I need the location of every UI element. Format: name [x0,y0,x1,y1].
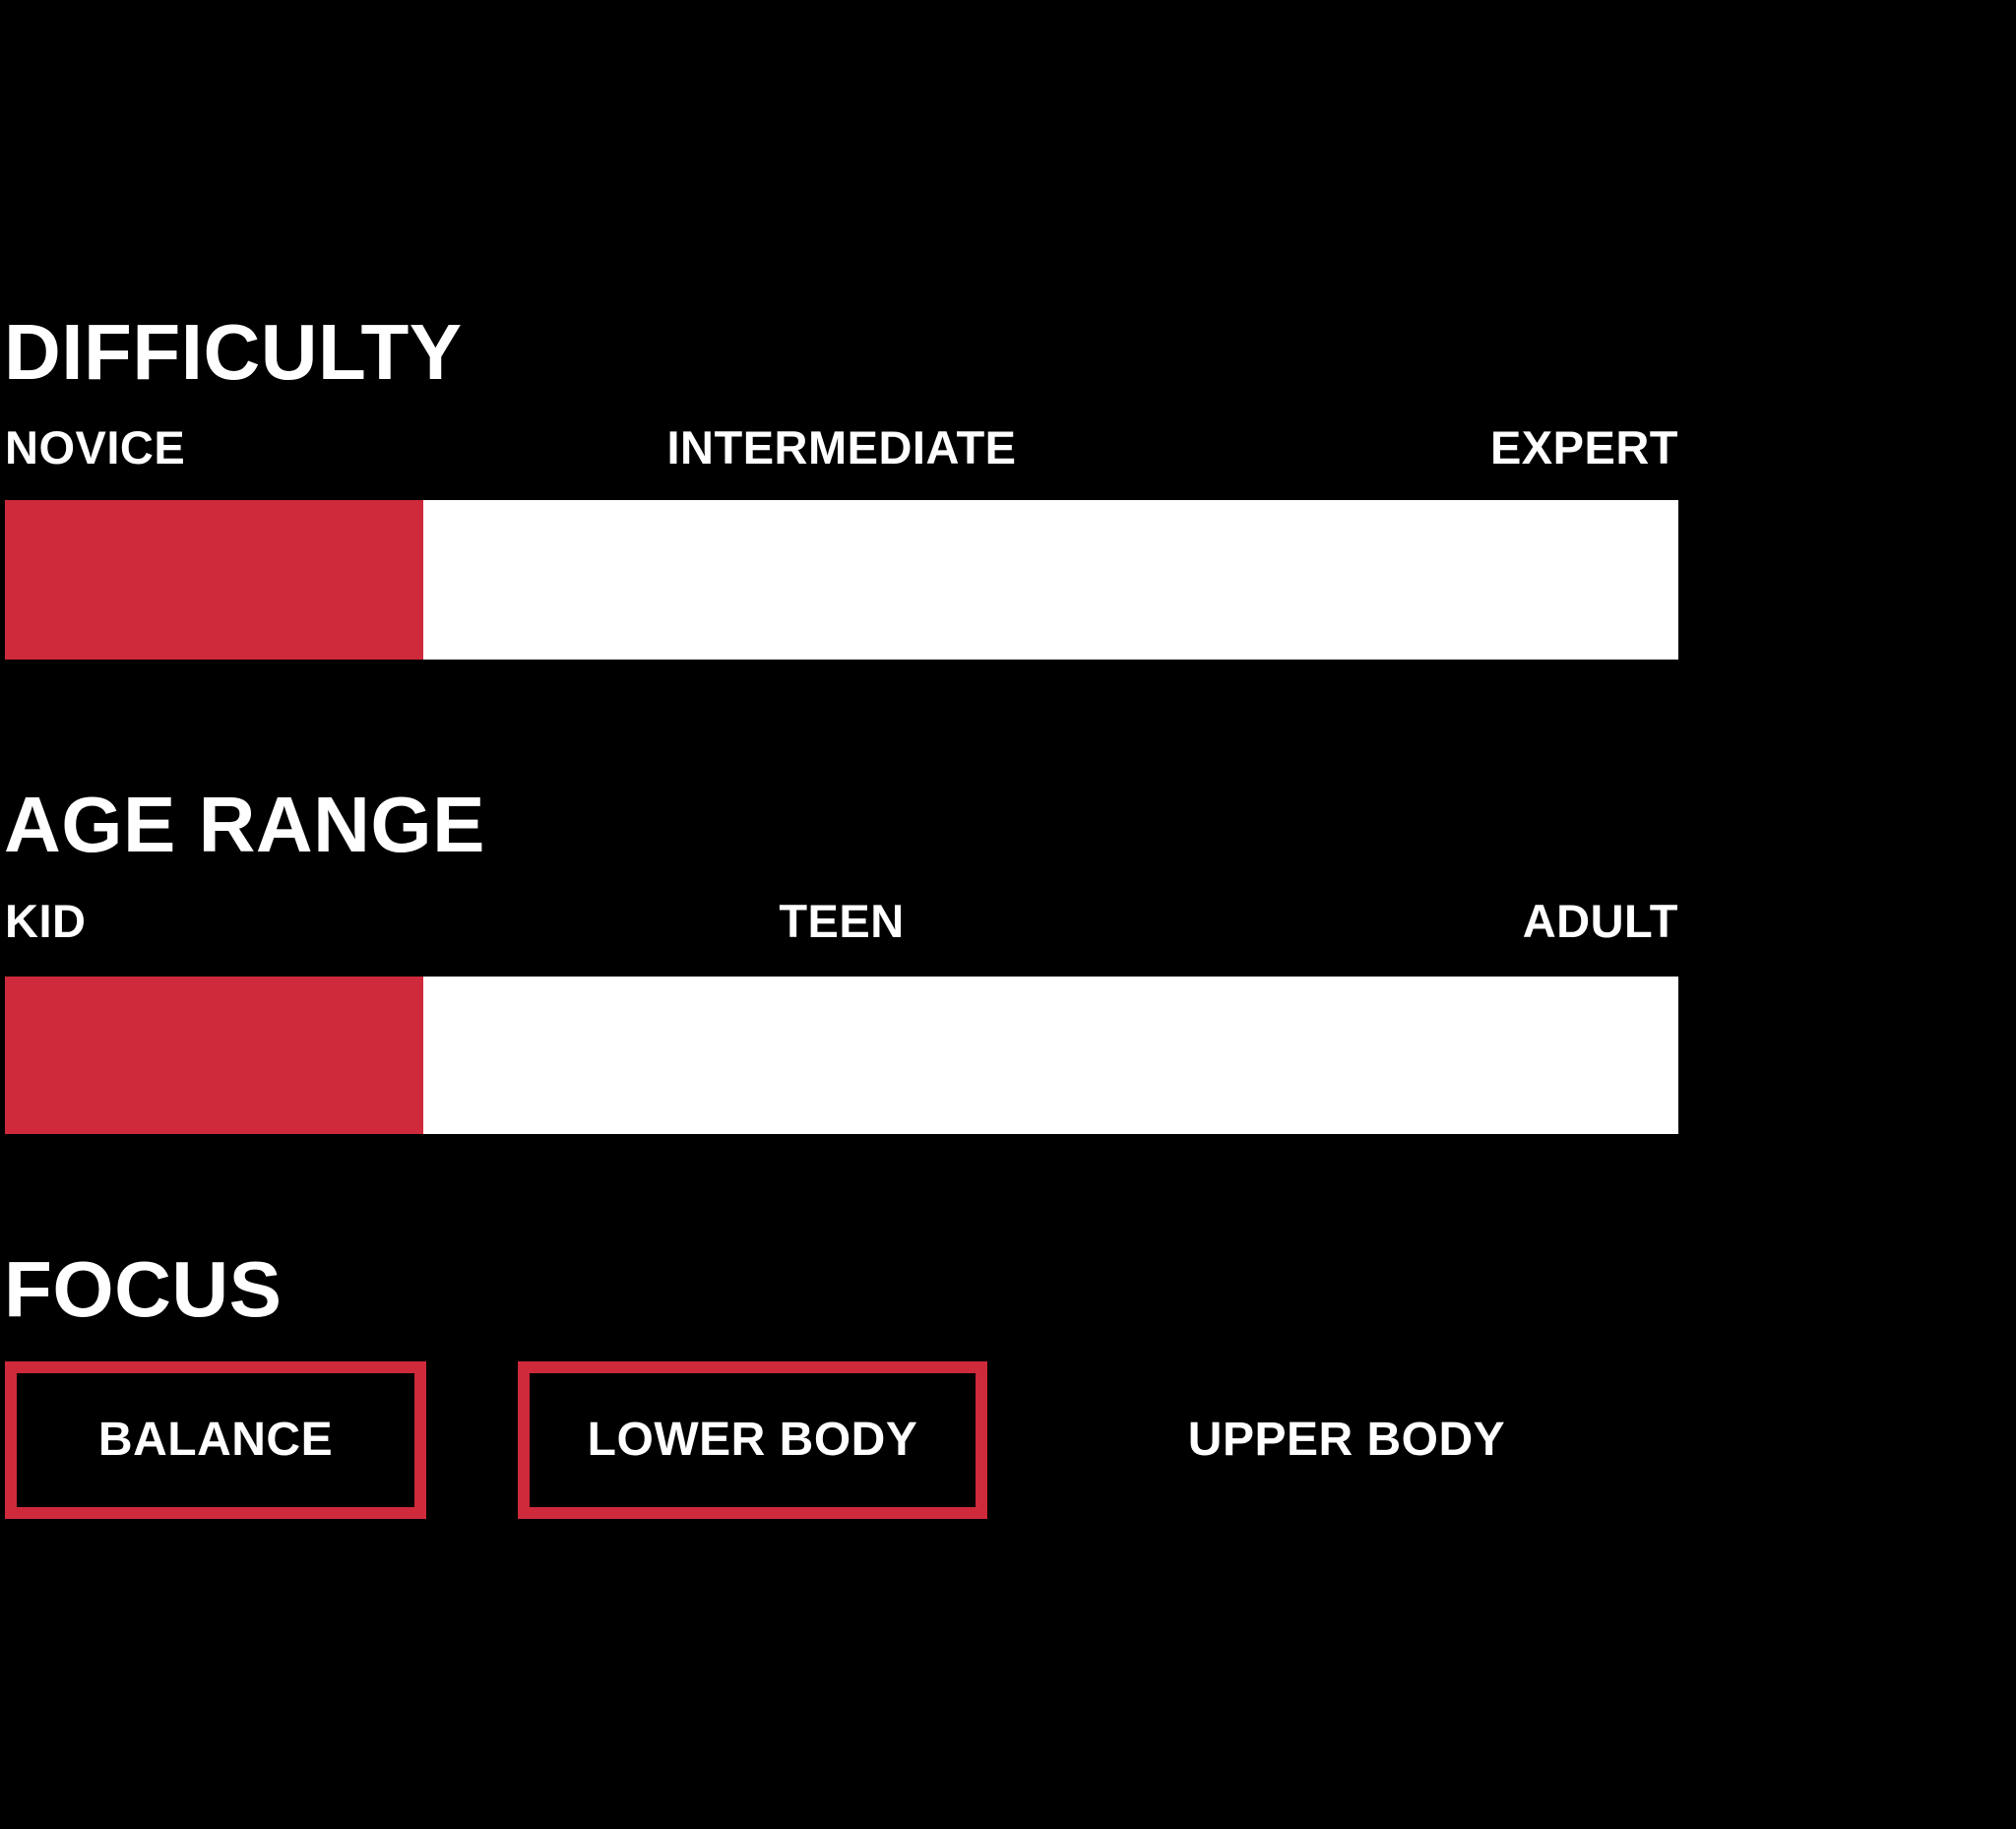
focus-option-balance: BALANCE [5,1361,426,1519]
age-range-label-kid: KID [5,895,87,947]
age-range-meter-fill [5,977,423,1134]
difficulty-scale-labels: NOVICE INTERMEDIATE EXPERT [5,424,1678,471]
age-range-section-title: AGE RANGE [4,781,485,868]
focus-option-lower-body-label: LOWER BODY [587,1414,918,1466]
focus-option-lower-body: LOWER BODY [518,1361,987,1519]
age-range-label-teen: TEEN [779,895,905,947]
age-range-scale-labels: KID TEEN ADULT [5,898,1678,944]
focus-section-title: FOCUS [4,1245,283,1333]
difficulty-label-intermediate: INTERMEDIATE [666,421,1017,473]
focus-options-row: BALANCE LOWER BODY UPPER BODY [5,1361,1612,1519]
focus-option-upper-body: UPPER BODY [1081,1361,1612,1519]
difficulty-section-title: DIFFICULTY [4,308,463,396]
difficulty-label-novice: NOVICE [5,421,186,473]
difficulty-meter-track [5,500,1678,660]
difficulty-meter-fill [5,500,423,660]
focus-option-balance-label: BALANCE [97,1414,334,1466]
age-range-label-adult: ADULT [1522,895,1678,947]
age-range-meter-track [5,977,1678,1134]
focus-option-upper-body-label: UPPER BODY [1187,1414,1506,1466]
difficulty-label-expert: EXPERT [1489,421,1678,473]
